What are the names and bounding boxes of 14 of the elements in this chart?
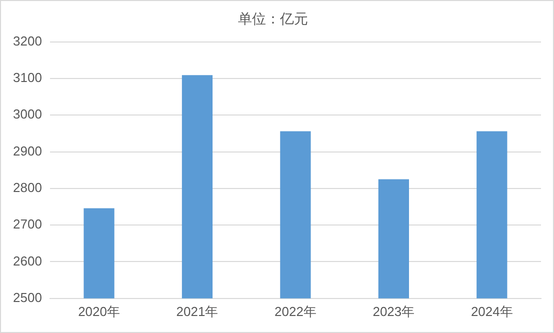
x-tick-label: 2023年	[372, 304, 415, 319]
x-tick-label: 2020年	[78, 304, 120, 319]
y-tick-label: 3200	[13, 33, 42, 48]
y-tick-label: 2700	[13, 216, 42, 232]
y-tick-label: 3000	[13, 106, 42, 122]
y-tick-label: 2600	[13, 253, 42, 268]
y-tick-label: 2500	[13, 290, 42, 305]
y-tick-label: 3100	[13, 70, 42, 86]
x-tick-label: 2024年	[470, 304, 513, 319]
y-tick-label: 2800	[13, 180, 42, 196]
x-tick-label: 2021年	[176, 304, 218, 319]
chart-title: 单位：亿元	[238, 10, 308, 26]
x-tick-label: 2022年	[274, 304, 316, 319]
y-tick-label: 2900	[13, 143, 42, 158]
